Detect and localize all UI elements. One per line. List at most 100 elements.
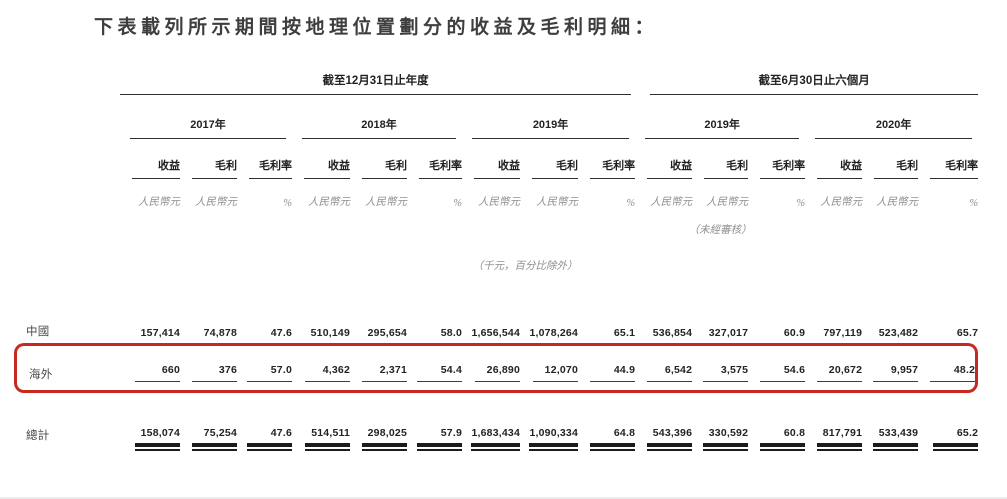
value-cell: 60.9	[783, 327, 806, 339]
value-cell: 60.8	[748, 419, 806, 467]
value-cell: 523,482	[878, 327, 919, 339]
value-cell: 65.2	[918, 419, 979, 467]
total-value: 514,511	[305, 427, 350, 451]
value-cell: 376	[180, 343, 237, 393]
underlined-value: 4,362	[305, 364, 350, 382]
col-header-revenue: 收益	[304, 157, 350, 179]
underlined-value: 20,672	[817, 364, 863, 382]
col-header-gross-profit: 毛利	[532, 157, 578, 179]
value-cell: 44.9	[578, 343, 636, 393]
underlined-value: 54.6	[760, 364, 806, 382]
unaudited-note: （未經審核）	[688, 225, 752, 236]
total-value: 64.8	[590, 427, 636, 451]
unit-label: %	[283, 198, 292, 209]
value-cell: 157,414	[140, 327, 180, 339]
total-value: 60.8	[760, 427, 806, 451]
value-cell: 20,672	[805, 343, 863, 393]
underlined-value: 57.0	[247, 364, 292, 382]
value-cell: 327,017	[708, 327, 749, 339]
value-cell: 57.0	[237, 343, 292, 393]
unit-label: %	[969, 198, 979, 209]
col-header-revenue: 收益	[647, 157, 693, 179]
unit-label: 人民幣元	[138, 197, 180, 208]
value-cell: 54.4	[407, 343, 462, 393]
unit-label: 人民幣元	[706, 197, 749, 208]
unit-label: %	[626, 198, 636, 209]
total-value: 298,025	[362, 427, 407, 451]
col-header-revenue: 收益	[132, 157, 180, 179]
unit-label: 人民幣元	[308, 197, 350, 208]
col-header-revenue: 收益	[474, 157, 520, 179]
underlined-value: 376	[192, 364, 237, 382]
value-cell: 510,149	[310, 327, 350, 339]
col-header-gross-margin: 毛利率	[419, 157, 462, 179]
year-header-row: 2017年 2018年 2019年 2019年 2020年	[14, 95, 978, 139]
value-cell: 6,542	[635, 343, 693, 393]
underlined-value: 2,371	[362, 364, 407, 382]
value-cell: 4,362	[292, 343, 350, 393]
measure-header-row: 收益 毛利 毛利率 收益 毛利 毛利率 收益 毛利 毛利率 收益 毛利 毛利率 …	[14, 139, 979, 179]
value-cell: 797,119	[823, 327, 863, 339]
value-cell: 2,371	[350, 343, 407, 393]
year-2019-interim: 2019年	[645, 116, 800, 139]
period-group-interim: 截至6月30日止六個月	[650, 72, 979, 95]
underlined-value: 6,542	[647, 364, 693, 382]
unit-label: 人民幣元	[876, 197, 919, 208]
total-value: 75,254	[192, 427, 237, 451]
unaudited-note-row: （未經審核）	[14, 211, 978, 237]
value-cell: 74,878	[203, 327, 237, 339]
col-header-gross-margin: 毛利率	[590, 157, 636, 179]
spacer-row	[14, 273, 978, 311]
col-header-gross-profit: 毛利	[874, 157, 919, 179]
value-cell: 9,957	[862, 343, 919, 393]
value-cell: 533,439	[862, 419, 919, 467]
value-cell: 64.8	[578, 419, 636, 467]
value-cell: 12,070	[520, 343, 578, 393]
total-value: 65.2	[933, 427, 979, 451]
underlined-value: 48.2	[930, 364, 976, 382]
value-cell: 295,654	[367, 327, 407, 339]
unit-label: %	[453, 198, 462, 209]
col-header-gross-profit: 毛利	[704, 157, 749, 179]
col-header-gross-margin: 毛利率	[249, 157, 292, 179]
value-cell: 1,656,544	[471, 327, 520, 339]
spacer-row	[14, 393, 978, 419]
col-header-gross-margin: 毛利率	[760, 157, 806, 179]
year-2020-interim: 2020年	[815, 116, 973, 139]
value-cell: 543,396	[635, 419, 693, 467]
page-title: 下表載列所示期間按地理位置劃分的收益及毛利明細：	[94, 17, 659, 38]
value-cell: 57.9	[407, 419, 462, 467]
col-header-revenue: 收益	[817, 157, 863, 179]
col-header-gross-margin: 毛利率	[930, 157, 979, 179]
value-cell: 26,890	[462, 343, 520, 393]
value-cell: 3,575	[692, 343, 749, 393]
unit-label: 人民幣元	[478, 197, 520, 208]
unit-label: 人民幣元	[650, 197, 693, 208]
value-cell: 54.6	[748, 343, 806, 393]
unit-row: 人民幣元 人民幣元 % 人民幣元 人民幣元 % 人民幣元 人民幣元 % 人民幣元…	[14, 179, 978, 211]
value-cell: 1,090,334	[520, 419, 578, 467]
units-note: （千元，百分比除外）	[472, 261, 578, 272]
revenue-gross-profit-table: 截至12月31日止年度 截至6月30日止六個月 2017年 2018年 2019…	[14, 65, 979, 467]
table-row-china: 中國 157,414 74,878 47.6 510,149 295,654 5…	[14, 311, 978, 343]
underlined-value: 660	[135, 364, 180, 382]
total-value: 57.9	[417, 427, 462, 451]
value-cell: 298,025	[350, 419, 407, 467]
unit-label: 人民幣元	[820, 197, 863, 208]
unit-label: 人民幣元	[536, 197, 578, 208]
unit-label: %	[796, 198, 806, 209]
total-value: 817,791	[817, 427, 863, 451]
year-2018: 2018年	[302, 116, 456, 139]
row-label: 海外	[14, 343, 120, 393]
period-group-annual: 截至12月31日止年度	[120, 72, 632, 95]
unit-label: 人民幣元	[195, 197, 237, 208]
table-row-overseas-highlighted: 海外 660 376 57.0 4,362 2,371 54.4 26,890 …	[14, 343, 979, 393]
total-value: 47.6	[247, 427, 292, 451]
row-label: 總計	[26, 430, 50, 442]
units-note-row: （千元，百分比除外）	[14, 237, 978, 273]
col-header-gross-profit: 毛利	[362, 157, 407, 179]
underlined-value: 9,957	[873, 364, 919, 382]
col-header-gross-profit: 毛利	[192, 157, 237, 179]
underlined-value: 44.9	[590, 364, 636, 382]
value-cell: 65.1	[613, 327, 636, 339]
